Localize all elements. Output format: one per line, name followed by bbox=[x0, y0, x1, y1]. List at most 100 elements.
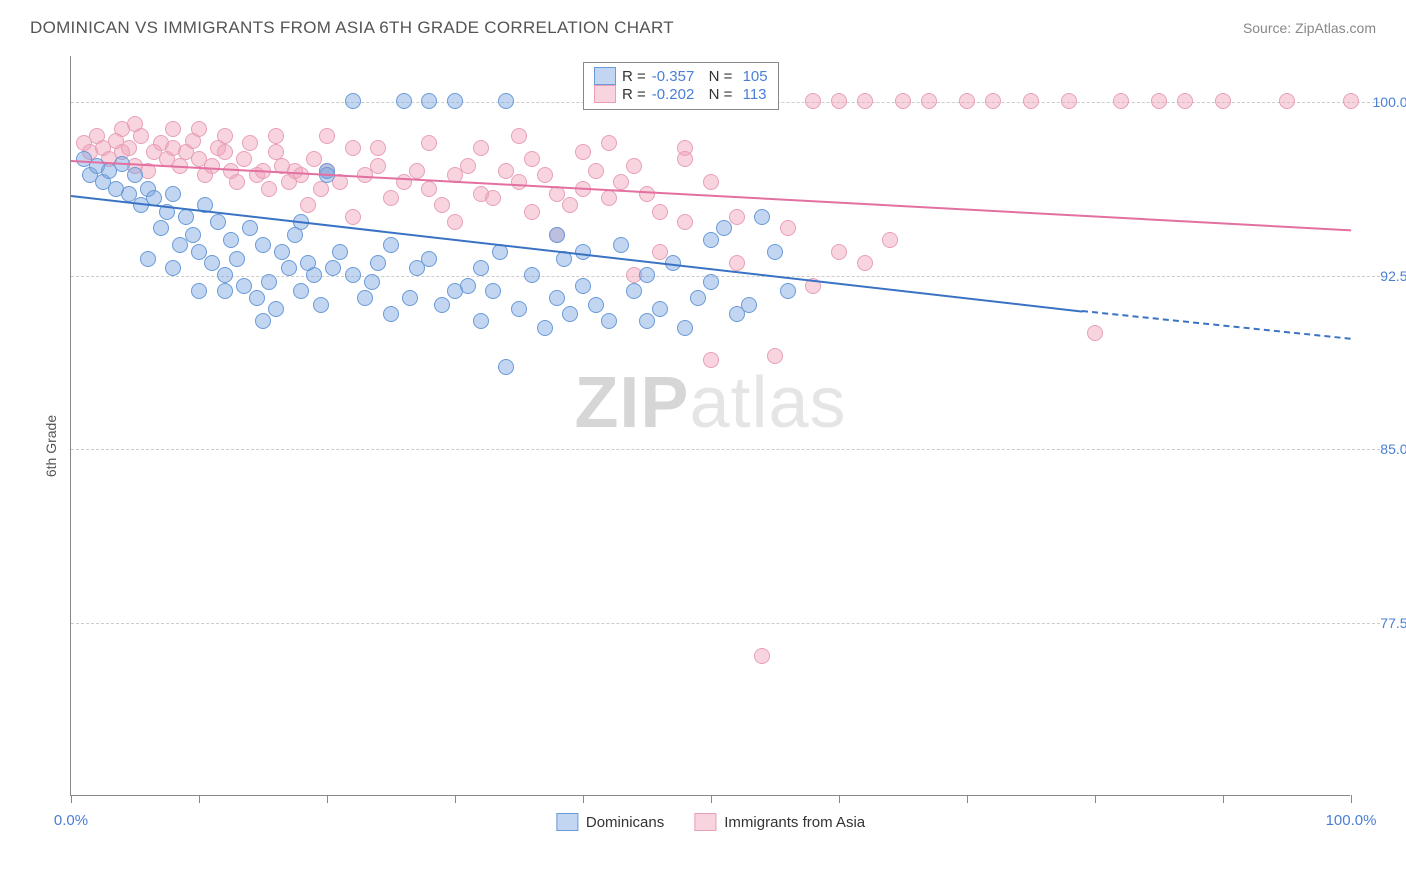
scatter-point bbox=[383, 237, 399, 253]
scatter-point bbox=[345, 93, 361, 109]
scatter-point bbox=[345, 209, 361, 225]
scatter-point bbox=[447, 283, 463, 299]
scatter-point bbox=[498, 359, 514, 375]
scatter-point bbox=[370, 255, 386, 271]
scatter-point bbox=[165, 121, 181, 137]
scatter-point bbox=[511, 128, 527, 144]
chart-container: 6th Grade ZIPatlas 100.0%92.5%85.0%77.5%… bbox=[30, 56, 1380, 836]
scatter-point bbox=[767, 244, 783, 260]
legend-r-value: -0.202 bbox=[652, 86, 695, 103]
scatter-point bbox=[754, 209, 770, 225]
scatter-point bbox=[601, 135, 617, 151]
scatter-point bbox=[613, 174, 629, 190]
legend-r-label: R = bbox=[622, 68, 646, 85]
y-tick-label: 92.5% bbox=[1380, 268, 1406, 284]
x-tick bbox=[839, 795, 840, 803]
x-tick bbox=[455, 795, 456, 803]
scatter-point bbox=[575, 244, 591, 260]
scatter-point bbox=[255, 313, 271, 329]
scatter-point bbox=[268, 301, 284, 317]
scatter-point bbox=[421, 181, 437, 197]
scatter-point bbox=[575, 278, 591, 294]
scatter-point bbox=[985, 93, 1001, 109]
scatter-point bbox=[613, 237, 629, 253]
scatter-point bbox=[473, 140, 489, 156]
scatter-point bbox=[268, 128, 284, 144]
scatter-point bbox=[396, 174, 412, 190]
x-tick bbox=[1351, 795, 1352, 803]
bottom-legend-item: Immigrants from Asia bbox=[694, 813, 865, 831]
scatter-point bbox=[300, 197, 316, 213]
scatter-point bbox=[370, 140, 386, 156]
scatter-point bbox=[959, 93, 975, 109]
legend-row: R = -0.202 N = 113 bbox=[594, 85, 768, 103]
scatter-point bbox=[498, 93, 514, 109]
scatter-point bbox=[434, 297, 450, 313]
scatter-point bbox=[1177, 93, 1193, 109]
scatter-point bbox=[345, 140, 361, 156]
scatter-point bbox=[165, 186, 181, 202]
bottom-legend: DominicansImmigrants from Asia bbox=[556, 813, 865, 831]
scatter-point bbox=[626, 283, 642, 299]
scatter-point bbox=[287, 227, 303, 243]
scatter-point bbox=[729, 209, 745, 225]
scatter-point bbox=[652, 301, 668, 317]
trend-line bbox=[71, 160, 1351, 231]
scatter-point bbox=[537, 320, 553, 336]
scatter-point bbox=[127, 116, 143, 132]
y-axis-label: 6th Grade bbox=[43, 415, 59, 477]
legend-r-value: -0.357 bbox=[652, 68, 695, 85]
scatter-point bbox=[421, 135, 437, 151]
scatter-point bbox=[831, 93, 847, 109]
scatter-point bbox=[217, 283, 233, 299]
scatter-point bbox=[185, 227, 201, 243]
scatter-point bbox=[229, 251, 245, 267]
scatter-point bbox=[319, 128, 335, 144]
scatter-point bbox=[402, 290, 418, 306]
scatter-point bbox=[524, 151, 540, 167]
scatter-point bbox=[274, 244, 290, 260]
scatter-point bbox=[703, 232, 719, 248]
x-tick bbox=[199, 795, 200, 803]
scatter-point bbox=[831, 244, 847, 260]
scatter-point bbox=[588, 297, 604, 313]
y-tick-label: 85.0% bbox=[1380, 441, 1406, 457]
scatter-point bbox=[370, 158, 386, 174]
scatter-point bbox=[293, 283, 309, 299]
scatter-point bbox=[473, 313, 489, 329]
x-tick-label: 0.0% bbox=[54, 812, 88, 829]
scatter-point bbox=[165, 260, 181, 276]
x-tick bbox=[583, 795, 584, 803]
scatter-point bbox=[306, 267, 322, 283]
scatter-point bbox=[261, 274, 277, 290]
scatter-point bbox=[313, 297, 329, 313]
legend-row: R = -0.357 N = 105 bbox=[594, 67, 768, 85]
scatter-point bbox=[460, 158, 476, 174]
scatter-point bbox=[729, 255, 745, 271]
x-tick bbox=[967, 795, 968, 803]
gridline-h bbox=[71, 623, 1380, 624]
scatter-point bbox=[447, 93, 463, 109]
x-tick bbox=[1223, 795, 1224, 803]
scatter-point bbox=[1023, 93, 1039, 109]
scatter-point bbox=[217, 128, 233, 144]
scatter-point bbox=[242, 220, 258, 236]
scatter-point bbox=[313, 181, 329, 197]
legend-swatch bbox=[694, 813, 716, 831]
scatter-point bbox=[549, 227, 565, 243]
scatter-point bbox=[780, 220, 796, 236]
scatter-point bbox=[1113, 93, 1129, 109]
scatter-point bbox=[357, 290, 373, 306]
scatter-point bbox=[754, 648, 770, 664]
scatter-point bbox=[1061, 93, 1077, 109]
scatter-point bbox=[857, 93, 873, 109]
scatter-point bbox=[204, 158, 220, 174]
scatter-point bbox=[485, 190, 501, 206]
scatter-point bbox=[601, 313, 617, 329]
scatter-point bbox=[191, 121, 207, 137]
scatter-point bbox=[1151, 93, 1167, 109]
scatter-point bbox=[217, 144, 233, 160]
scatter-point bbox=[562, 306, 578, 322]
scatter-point bbox=[741, 297, 757, 313]
scatter-point bbox=[127, 167, 143, 183]
